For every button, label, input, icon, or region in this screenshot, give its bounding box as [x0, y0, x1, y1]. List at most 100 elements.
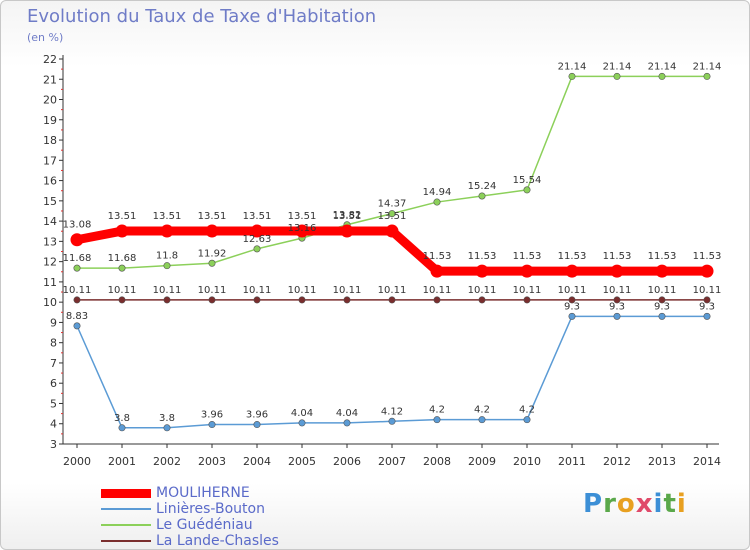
data-label: 13.51	[153, 211, 182, 222]
data-label: 4.04	[336, 408, 358, 419]
logo-letter: x	[635, 489, 654, 519]
series-mouliherne	[70, 224, 714, 278]
data-point	[655, 264, 669, 278]
y-tick-label: 15	[43, 195, 57, 208]
x-tick-label: 2003	[198, 455, 226, 468]
data-label: 8.83	[66, 311, 88, 322]
data-label: 9.3	[564, 301, 580, 312]
data-label: 13.51	[198, 211, 227, 222]
x-tick-label: 2004	[243, 455, 271, 468]
data-point	[700, 264, 714, 278]
data-label: 10.11	[288, 285, 317, 296]
data-point	[478, 416, 486, 424]
data-label: 10.11	[603, 285, 632, 296]
x-tick-label: 2009	[468, 455, 496, 468]
data-point	[208, 296, 216, 304]
x-tick-label: 2001	[108, 455, 136, 468]
legend-label: Le Guédéniau	[156, 517, 253, 533]
legend-label: MOULIHERNE	[156, 485, 250, 501]
data-point	[73, 296, 81, 304]
data-point	[340, 224, 354, 238]
x-tick-label: 2005	[288, 455, 316, 468]
data-point	[478, 192, 486, 200]
data-point	[70, 233, 84, 247]
logo-letter: t	[663, 489, 677, 519]
data-point	[253, 421, 261, 429]
data-label: 9.3	[609, 301, 625, 312]
data-point	[523, 186, 531, 194]
data-label: 9.3	[699, 301, 715, 312]
logo-letter: r	[603, 489, 617, 519]
data-label: 21.14	[603, 61, 632, 72]
logo-letter: P	[583, 489, 604, 519]
data-label: 11.53	[423, 251, 452, 262]
data-label: 3.8	[159, 413, 175, 424]
series-layer	[70, 72, 714, 432]
data-point	[118, 424, 126, 432]
logo-letter: i	[676, 489, 687, 519]
data-label: 10.11	[513, 285, 542, 296]
data-point	[163, 296, 171, 304]
y-tick-label: 12	[43, 256, 57, 269]
data-label: 11.53	[648, 251, 677, 262]
data-label: 21.14	[558, 61, 587, 72]
logo-letter: o	[616, 489, 636, 519]
data-label: 10.11	[108, 285, 137, 296]
legend-swatch	[101, 488, 151, 498]
x-tick-label: 2014	[693, 455, 721, 468]
legend-swatch	[101, 508, 151, 510]
data-label: 13.82	[333, 210, 362, 221]
data-point	[565, 264, 579, 278]
data-point	[73, 322, 81, 330]
data-label: 11.53	[603, 251, 632, 262]
y-tick-label: 20	[43, 94, 57, 107]
y-tick-label: 21	[43, 73, 57, 86]
data-point	[388, 417, 396, 425]
data-point	[475, 264, 489, 278]
data-label: 11.53	[558, 251, 587, 262]
data-label: 10.11	[243, 285, 272, 296]
y-tick-label: 18	[43, 134, 57, 147]
x-tick-label: 2010	[513, 455, 541, 468]
data-point	[703, 312, 711, 320]
chart-unit: (en %)	[27, 31, 64, 44]
data-point	[118, 296, 126, 304]
data-label: 11.53	[513, 251, 542, 262]
data-label: 11.8	[156, 251, 178, 262]
data-point	[388, 210, 396, 218]
logo-letter: i	[653, 489, 664, 519]
data-label: 10.11	[378, 285, 407, 296]
data-label: 10.11	[468, 285, 497, 296]
data-label: 11.53	[468, 251, 497, 262]
data-point	[73, 264, 81, 272]
data-point	[520, 264, 534, 278]
data-point	[658, 312, 666, 320]
legend-swatch	[101, 524, 151, 526]
x-tick-label: 2000	[63, 455, 91, 468]
data-label: 11.53	[693, 251, 722, 262]
series-le-guedeniau	[73, 72, 711, 272]
data-label: 10.11	[693, 285, 722, 296]
series-line-le-guedeniau	[77, 75, 707, 269]
data-point	[613, 296, 621, 304]
data-label: 3.96	[201, 410, 223, 421]
data-point	[613, 72, 621, 80]
data-point	[388, 296, 396, 304]
y-tick-label: 6	[50, 377, 57, 390]
x-tick-label: 2012	[603, 455, 631, 468]
data-label: 13.51	[288, 211, 317, 222]
data-label: 3.8	[114, 413, 130, 424]
data-label: 4.2	[429, 405, 445, 416]
data-point	[118, 264, 126, 272]
y-tick-label: 22	[43, 53, 57, 66]
data-point	[568, 72, 576, 80]
data-label: 21.14	[693, 61, 722, 72]
data-point	[523, 296, 531, 304]
data-point	[658, 72, 666, 80]
legend-swatch	[101, 540, 151, 542]
y-tick-label: 11	[43, 276, 57, 289]
data-point	[343, 419, 351, 427]
data-point	[250, 224, 264, 238]
